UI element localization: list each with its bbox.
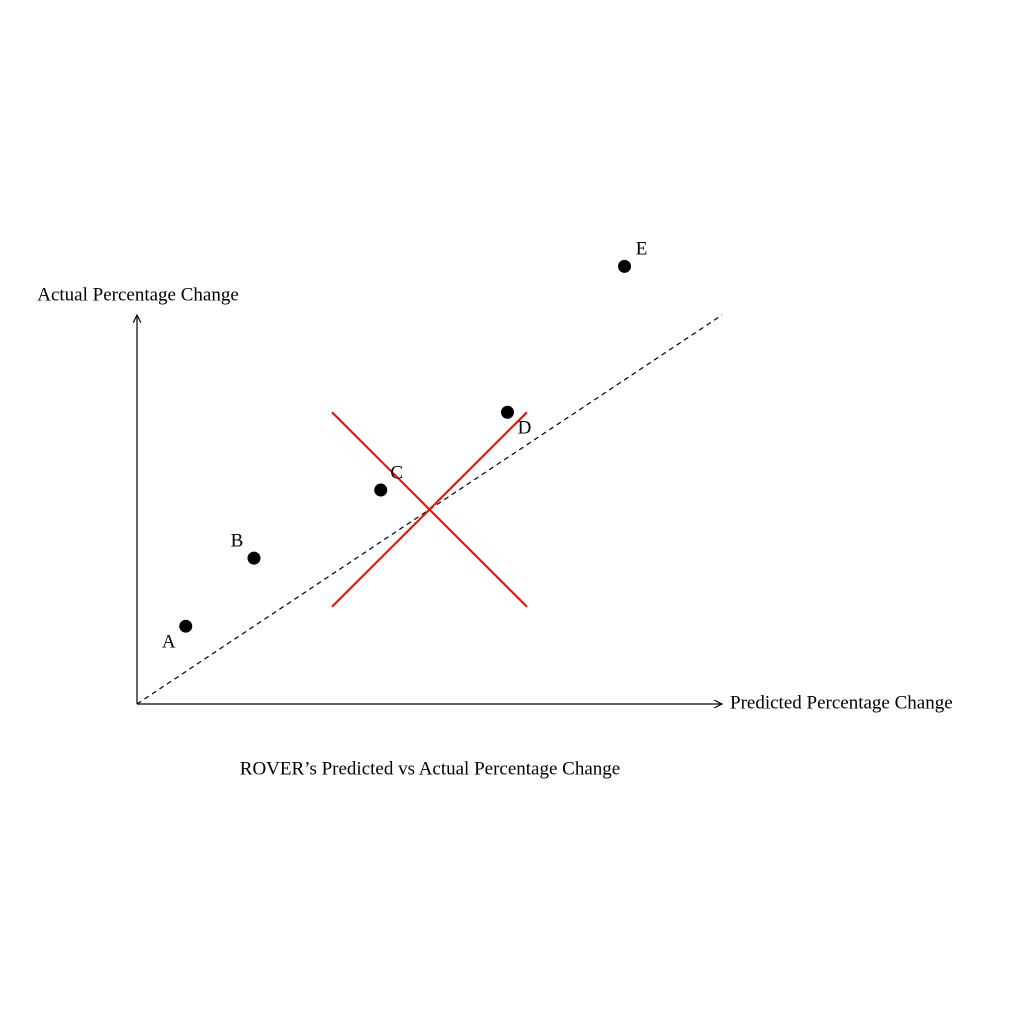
- cross-line: [331, 411, 528, 608]
- point: [179, 619, 193, 633]
- point-label: A: [162, 632, 176, 653]
- chart-title: ROVER’s Predicted vs Actual Percentage C…: [240, 758, 620, 779]
- y-axis-label: Actual Percentage Change: [37, 284, 239, 305]
- x-axis-label: Predicted Percentage Change: [730, 692, 953, 713]
- point-label: D: [518, 418, 532, 439]
- point: [501, 405, 514, 419]
- point: [247, 551, 261, 565]
- point: [374, 483, 388, 497]
- point-label: E: [636, 239, 648, 260]
- point: [618, 259, 631, 273]
- point-label: B: [231, 530, 244, 551]
- point-label: C: [390, 462, 403, 483]
